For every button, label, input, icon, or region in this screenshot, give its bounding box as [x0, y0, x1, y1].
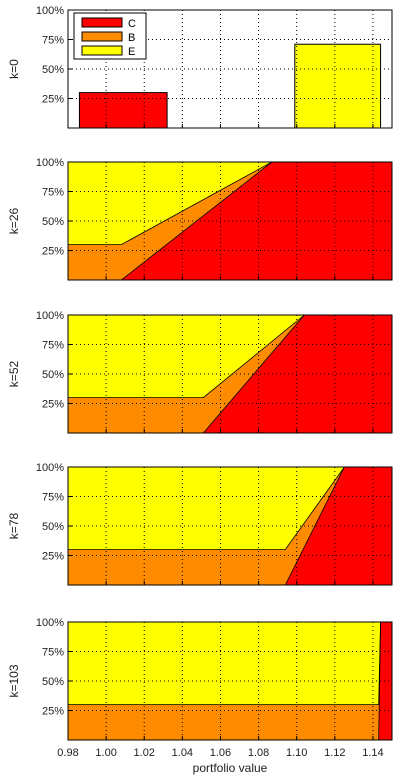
- panel-ylabel: k=0: [7, 59, 21, 79]
- y-tick-label: 25%: [42, 94, 64, 106]
- legend-swatch-E: [81, 45, 123, 56]
- x-tick-label: 1.04: [172, 747, 193, 759]
- y-tick-label: 100%: [36, 462, 64, 474]
- x-tick-label: 0.98: [57, 747, 78, 759]
- x-axis-label: portfolio value: [193, 761, 268, 775]
- panel-ylabel: k=52: [7, 360, 21, 387]
- y-tick-label: 25%: [42, 706, 64, 718]
- panel-2: 25% 50% 75% 100% k=52: [7, 310, 393, 434]
- area-C: [68, 162, 392, 280]
- y-tick-label: 50%: [42, 64, 64, 76]
- panel-ylabel: k=26: [7, 207, 21, 234]
- y-tick-label: 100%: [36, 617, 64, 629]
- y-tick-label: 100%: [36, 157, 64, 169]
- y-tick-label: 100%: [36, 5, 64, 17]
- y-tick-label: 50%: [42, 521, 64, 533]
- legend-label-B: B: [128, 32, 135, 44]
- y-tick-label: 50%: [42, 369, 64, 381]
- legend: CBE: [73, 12, 147, 60]
- x-tick-label: 1.02: [134, 747, 155, 759]
- x-tick-label: 1.08: [248, 747, 269, 759]
- y-tick-label: 75%: [42, 647, 64, 659]
- y-tick-label: 50%: [42, 676, 64, 688]
- panel-1: 25% 50% 75% 100% k=26: [7, 157, 393, 281]
- legend-label-C: C: [128, 18, 136, 30]
- legend-swatch-B: [81, 31, 123, 42]
- area-C: [68, 467, 392, 585]
- bar-E: [294, 43, 382, 129]
- legend-label-E: E: [128, 46, 135, 58]
- x-tick-label: 1.10: [286, 747, 307, 759]
- y-tick-label: 75%: [42, 492, 64, 504]
- y-tick-label: 25%: [42, 551, 64, 563]
- y-tick-label: 25%: [42, 246, 64, 258]
- panel-3: 25% 50% 75% 100% k=78: [7, 462, 393, 586]
- y-tick-label: 75%: [42, 187, 64, 199]
- y-tick-label: 25%: [42, 399, 64, 411]
- x-tick-label: 1.12: [324, 747, 345, 759]
- x-tick-label: 1.06: [210, 747, 231, 759]
- panel-0: 25% 50% 75% 100% k=0 CBE: [7, 5, 393, 129]
- bar-C: [78, 92, 168, 129]
- panel-ylabel: k=78: [7, 512, 21, 539]
- legend-swatch-C: [81, 17, 123, 28]
- panel-ylabel: k=103: [7, 664, 21, 697]
- y-tick-label: 50%: [42, 216, 64, 228]
- x-tick-label: 1.14: [362, 747, 383, 759]
- y-tick-label: 75%: [42, 340, 64, 352]
- panel-4: 25% 50% 75% 100% k=103 0.98 1.00 1.02 1.04 1.06 1.…: [7, 617, 393, 775]
- y-tick-label: 100%: [36, 310, 64, 322]
- area-C: [68, 315, 392, 433]
- x-tick-label: 1.00: [95, 747, 116, 759]
- y-tick-label: 75%: [42, 35, 64, 47]
